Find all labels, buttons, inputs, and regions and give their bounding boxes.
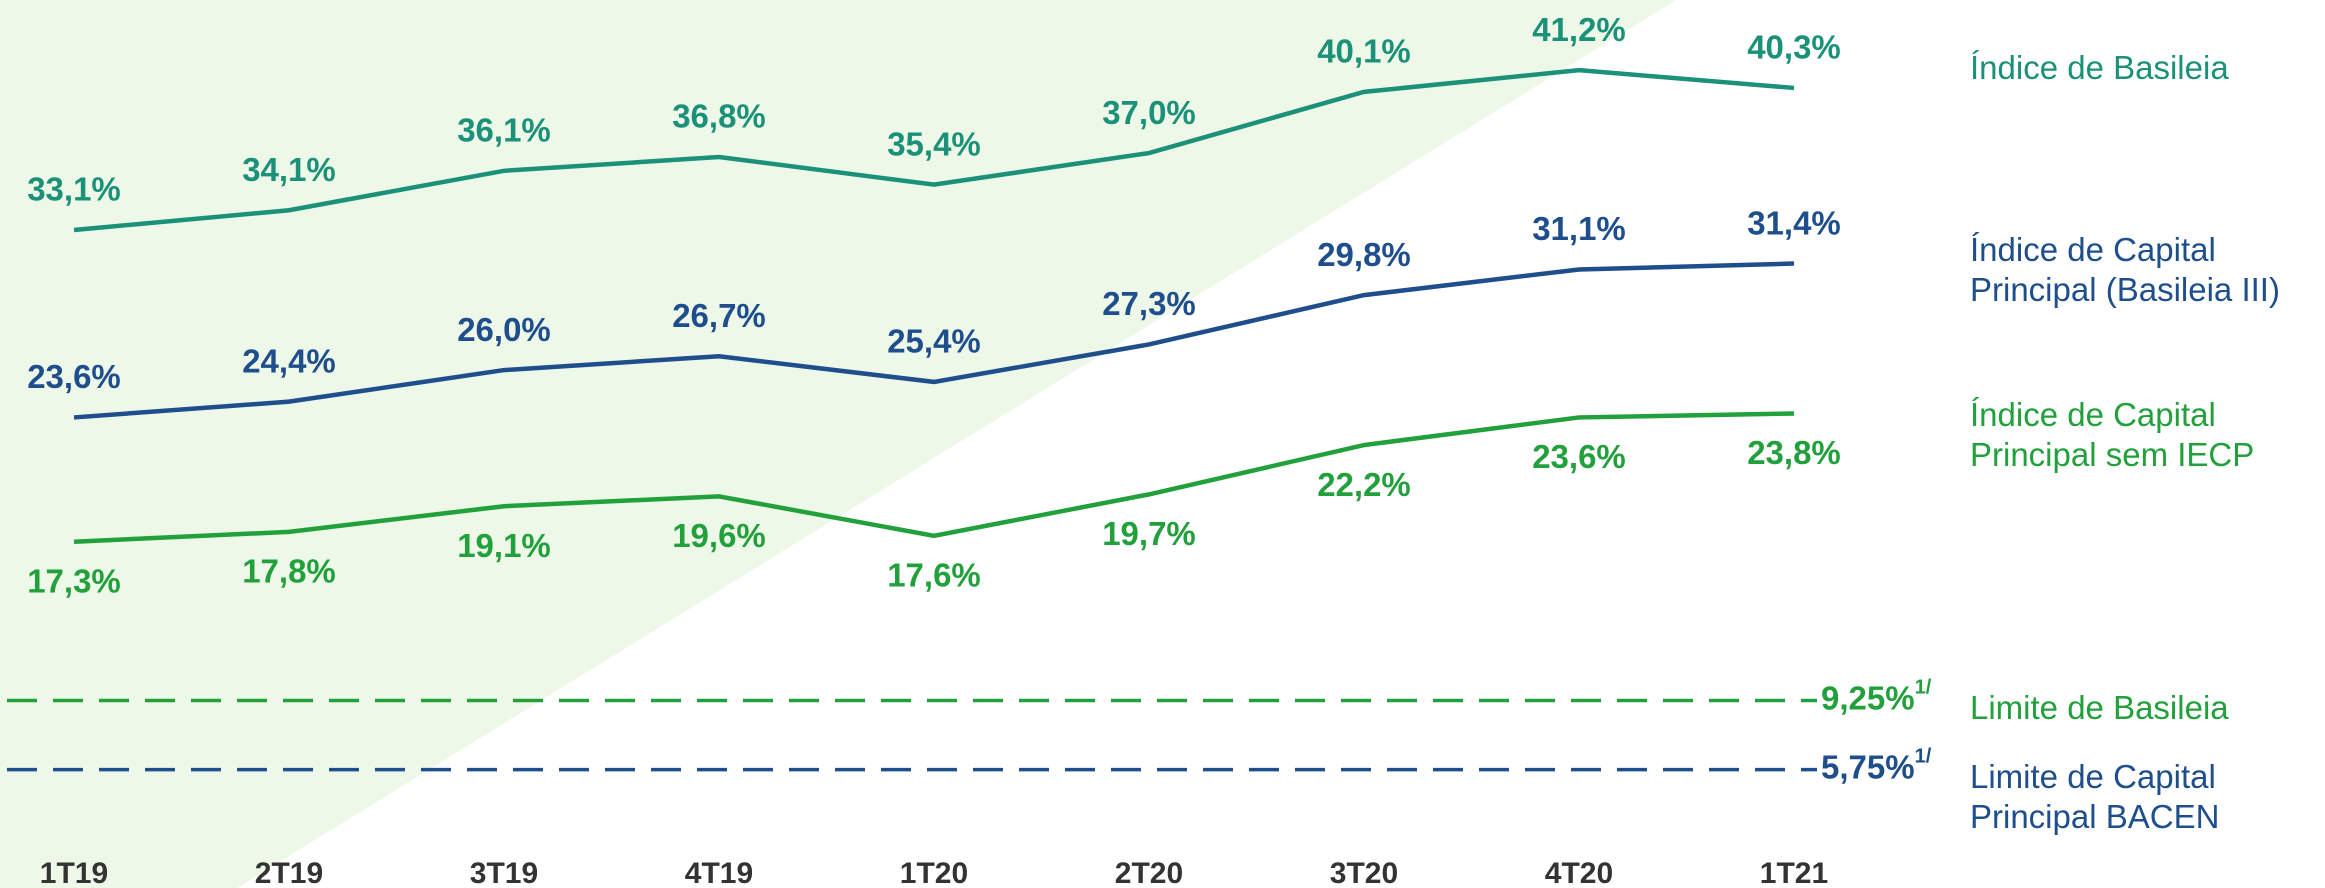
data-label: 19,6% [672,517,766,554]
data-label: 23,8% [1747,434,1841,471]
limit-value: 9,25% [1821,679,1915,716]
x-tick-label: 2T20 [1115,857,1183,888]
data-label: 37,0% [1102,94,1196,131]
data-label: 36,1% [457,112,551,149]
series-line [73,411,1795,544]
data-label: 27,3% [1102,285,1196,322]
data-label: 31,4% [1747,204,1841,241]
x-tick-label: 4T20 [1545,857,1613,888]
data-label: 19,1% [457,527,551,564]
data-label: 17,3% [27,562,121,599]
limit-legend: Limite de Capital Principal BACEN [1970,758,2220,835]
legend-entry: Índice de Capital Principal (Basileia II… [1970,231,2280,308]
data-label: 25,4% [887,323,981,360]
legend-entry: Índice de Basileia [1970,49,2229,86]
data-label: 17,6% [887,557,981,594]
background-band [0,0,1676,888]
data-label: 26,7% [672,297,766,334]
data-label: 41,2% [1532,11,1626,48]
data-label: 26,0% [457,311,551,348]
x-tick-label: 3T20 [1330,857,1398,888]
x-tick-label: 1T20 [900,857,968,888]
data-label: 23,6% [27,358,121,395]
legend-entry: Índice de Capital Principal sem IECP [1970,396,2255,473]
limit-legend: Limite de Basileia [1970,689,2229,726]
footnote: 1/ [1915,677,1932,699]
data-label: 34,1% [242,151,336,188]
data-label: 31,1% [1532,210,1626,247]
x-tick-label: 4T19 [685,857,753,888]
series-line [73,261,1795,420]
data-label: 33,1% [27,171,121,208]
limit-value: 5,75% [1821,748,1915,785]
data-label: 40,1% [1317,33,1411,70]
footnote: 1/ [1915,746,1932,768]
data-label: 17,8% [242,553,336,590]
data-label: 40,3% [1747,29,1841,66]
x-tick-label: 3T19 [470,857,538,888]
limit-label: 5,75%1/ [1821,746,1932,785]
data-label: 35,4% [887,125,981,162]
x-tick-label: 1T19 [40,857,108,888]
data-label: 19,7% [1102,515,1196,552]
data-label: 22,2% [1317,466,1411,503]
data-label: 36,8% [672,98,766,135]
x-tick-label: 2T19 [255,857,323,888]
limit-label: 9,25%1/ [1821,677,1932,716]
series-line [73,67,1795,233]
data-label: 24,4% [242,342,336,379]
data-label: 23,6% [1532,438,1626,475]
x-tick-label: 1T21 [1760,857,1828,888]
data-label: 29,8% [1317,236,1411,273]
